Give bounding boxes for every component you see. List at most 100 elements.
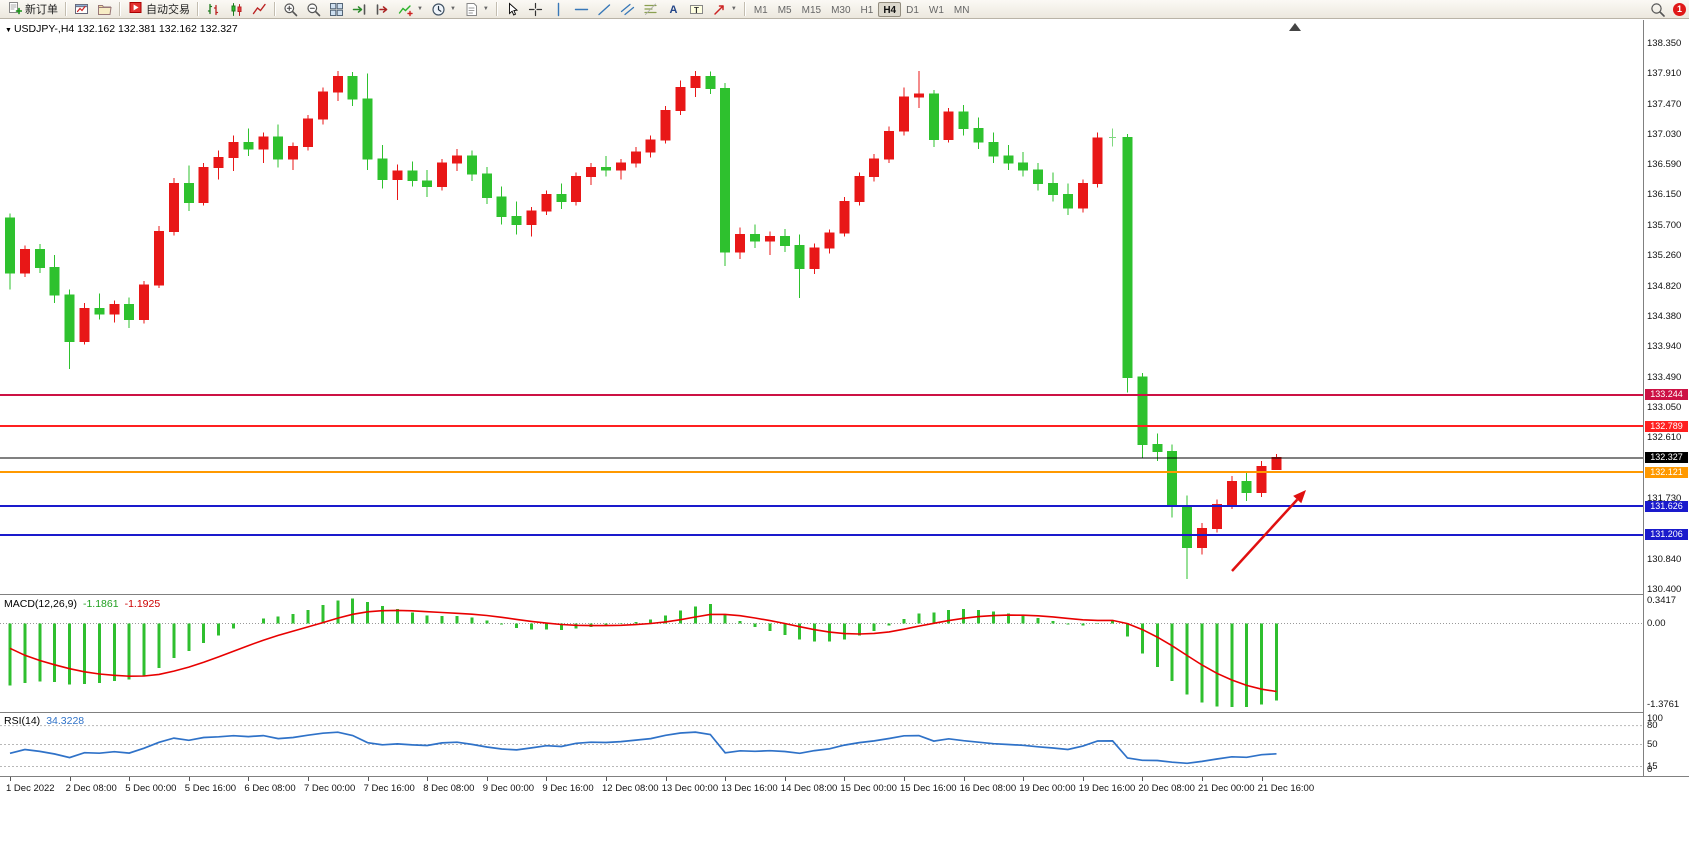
trendline-button[interactable]	[593, 1, 616, 18]
time-tick	[188, 777, 190, 781]
autotrading-status-icon	[128, 0, 143, 18]
timeframe-button-h4[interactable]: H4	[878, 1, 902, 17]
vertical-line-button[interactable]	[547, 1, 570, 18]
time-tick	[784, 777, 786, 781]
time-tick	[248, 777, 250, 781]
macd-signal-line	[9, 609, 1277, 693]
crosshair-button[interactable]	[524, 1, 547, 18]
time-label: 1 Dec 2022	[6, 783, 55, 794]
text-label-button[interactable]: T	[685, 1, 708, 18]
candle	[19, 245, 30, 277]
candle	[660, 105, 671, 144]
candle	[586, 162, 597, 185]
candlestick-chart-icon	[231, 2, 242, 16]
rsi-pane[interactable]	[0, 713, 1643, 776]
time-label: 13 Dec 00:00	[661, 783, 719, 794]
candle	[541, 190, 552, 216]
periods-button[interactable]: ▼	[427, 1, 460, 18]
charts-window-button[interactable]	[70, 1, 93, 18]
candle	[64, 289, 75, 369]
price-axis[interactable]: 138.350 137.910 137.470 137.030 136.590 136.1…	[1643, 20, 1689, 776]
timeframe-button-m30[interactable]: M30	[826, 2, 855, 17]
macd-main-value: -1.1861	[82, 598, 119, 610]
candle	[347, 72, 358, 106]
search-button[interactable]	[1646, 1, 1669, 18]
autotrading-button[interactable]: 自动交易	[124, 1, 194, 18]
candle	[1003, 145, 1014, 170]
candle	[615, 158, 626, 180]
candle	[988, 132, 999, 163]
pane-separator[interactable]	[0, 712, 1689, 713]
time-label: 21 Dec 16:00	[1257, 783, 1315, 794]
candle	[94, 293, 105, 320]
candle	[5, 213, 15, 290]
main-chart-canvas[interactable]	[0, 20, 1643, 594]
chart-shift-icon	[376, 3, 388, 15]
candle	[452, 149, 462, 172]
candle	[973, 117, 984, 150]
time-label: 16 Dec 08:00	[959, 783, 1017, 794]
candle	[705, 71, 716, 95]
line-chart-button[interactable]	[248, 1, 271, 18]
auto-scroll-button[interactable]	[348, 1, 371, 18]
macd-axis-label: -1.3761	[1647, 699, 1680, 710]
candlestick-chart-button[interactable]	[225, 1, 248, 18]
chart-shift-button[interactable]	[371, 1, 394, 18]
timeframe-button-mn[interactable]: MN	[949, 2, 975, 17]
notification-badge[interactable]: 1	[1673, 2, 1686, 16]
templates-button[interactable]: ▼	[460, 1, 493, 18]
toolbar-separator	[743, 2, 746, 16]
candle	[928, 90, 939, 148]
trendline-icon	[598, 3, 611, 15]
candle	[1062, 183, 1073, 216]
timeframe-button-m15[interactable]: M15	[797, 2, 826, 17]
time-tick	[963, 777, 965, 781]
chart-shift-marker[interactable]	[1289, 23, 1301, 31]
text-button[interactable]: A	[662, 1, 685, 18]
price-tick: 134.820	[1647, 280, 1682, 292]
profiles-button[interactable]	[93, 1, 116, 18]
arrow-objects-button[interactable]: ▼	[708, 1, 741, 18]
macd-title-row: MACD(12,26,9) -1.1861 -1.1925	[4, 598, 160, 610]
candle	[139, 281, 150, 324]
macd-pane[interactable]	[0, 595, 1643, 712]
tile-windows-button[interactable]	[325, 1, 348, 18]
new-order-button[interactable]: 新订单	[3, 1, 62, 18]
candle	[362, 73, 373, 170]
price-badge: 131.626	[1645, 500, 1688, 512]
price-tick: 136.590	[1647, 159, 1682, 170]
bar-chart-button[interactable]	[202, 1, 225, 18]
timeframe-button-w1[interactable]: W1	[924, 2, 949, 17]
candle	[437, 158, 448, 191]
equidistant-channel-button[interactable]	[616, 1, 639, 18]
horizontal-line-icon	[574, 8, 589, 10]
new-order-icon	[9, 2, 23, 15]
horizontal-line-button[interactable]	[570, 1, 593, 18]
time-label: 6 Dec 08:00	[244, 783, 296, 794]
timeframe-button-m5[interactable]: M5	[773, 2, 797, 17]
macd-label: MACD(12,26,9)	[4, 598, 77, 610]
time-tick	[1023, 777, 1025, 781]
zoom-in-button[interactable]	[279, 1, 302, 18]
timeframe-button-h1[interactable]: H1	[856, 2, 879, 17]
chart-menu-icon[interactable]: ▼	[5, 27, 12, 34]
line-chart-icon	[252, 3, 266, 14]
timeframe-button-d1[interactable]: D1	[901, 2, 924, 17]
price-tick: 130.840	[1647, 554, 1682, 565]
pane-separator[interactable]	[0, 594, 1689, 595]
time-tick	[129, 777, 131, 781]
indicators-button[interactable]: ▼	[394, 1, 427, 18]
fibonacci-button[interactable]	[639, 1, 662, 18]
candle	[824, 229, 835, 254]
autotrading-status-icon	[129, 2, 142, 13]
search-icon	[1651, 2, 1665, 17]
candle	[1122, 134, 1133, 393]
cursor-button[interactable]	[501, 1, 524, 18]
zoom-out-button[interactable]	[302, 1, 325, 18]
toolbar-separator	[65, 2, 67, 16]
annotation-arrow[interactable]	[1231, 490, 1306, 572]
timeframe-button-m1[interactable]: M1	[749, 2, 773, 17]
time-axis[interactable]: 1 Dec 2022 2 Dec 08:00 5 Dec 00:00 5 Dec 16…	[0, 777, 1689, 803]
price-tick: 133.050	[1647, 402, 1682, 414]
time-tick	[665, 777, 667, 781]
